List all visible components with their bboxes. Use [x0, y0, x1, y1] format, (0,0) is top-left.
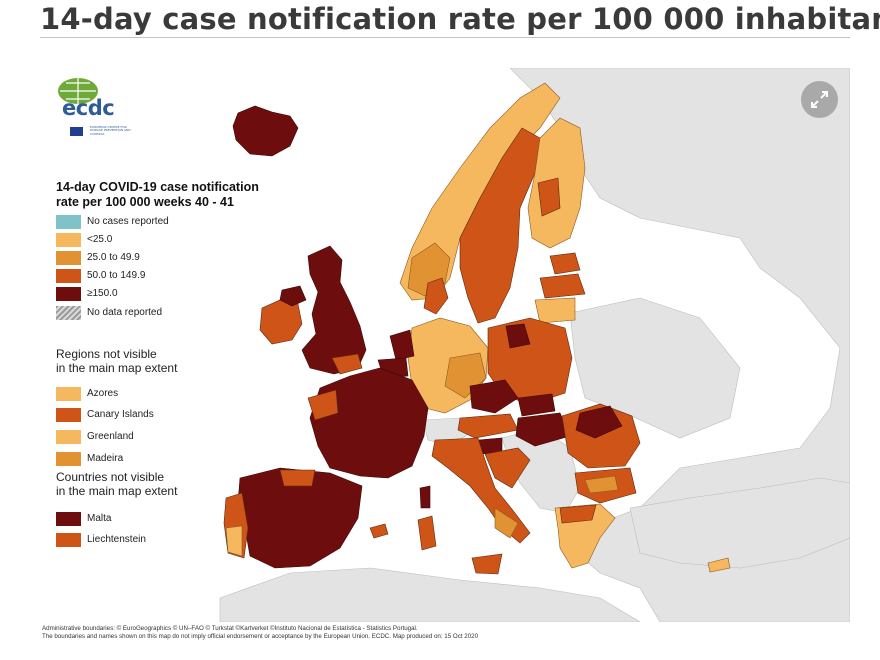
region-sicily	[471, 553, 503, 575]
country-northern-ireland	[279, 285, 307, 307]
legend-title: 14-day COVID-19 case notification rate p…	[56, 180, 276, 210]
regions-title-line2: in the main map extent	[56, 361, 178, 375]
country-france	[309, 367, 429, 479]
logo-wordmark: ecdc	[62, 96, 115, 120]
land-turkey	[629, 477, 850, 569]
legend-label: <25.0	[87, 234, 113, 245]
country-denmark	[423, 277, 449, 315]
country-czechia	[469, 379, 519, 414]
france-west	[307, 389, 339, 421]
countries-title-line1: Countries not visible	[56, 470, 165, 484]
legend-title-line2: rate per 100 000 weeks 40 - 41	[56, 195, 234, 209]
land-north-africa	[219, 567, 641, 622]
map-credits: Administrative boundaries: © EuroGeograp…	[42, 625, 478, 641]
region-balearic	[369, 523, 389, 539]
country-estonia	[549, 252, 581, 275]
finland-south	[537, 177, 561, 217]
legend-swatch	[56, 533, 81, 547]
land-ukraine-belarus	[569, 297, 741, 439]
logo-subtitle: EUROPEAN CENTRE FOR DISEASE PREVENTION A…	[90, 125, 131, 136]
legend-swatch	[56, 233, 81, 247]
title-divider	[40, 37, 850, 38]
country-cyprus	[707, 557, 731, 573]
europe-choropleth-map[interactable]	[40, 68, 850, 622]
country-ireland	[259, 299, 303, 345]
legend-swatch	[56, 287, 81, 301]
bulgaria-region	[584, 475, 619, 494]
legend-swatch	[56, 512, 81, 526]
legend-swatch	[56, 387, 81, 401]
country-hungary	[515, 412, 571, 447]
legend-label: Liechtenstein	[87, 534, 146, 545]
spain-north	[279, 469, 316, 487]
land-non-eu	[509, 68, 850, 622]
ecdc-logo	[58, 78, 98, 104]
legend-label: Malta	[87, 513, 112, 524]
page-title: 14-day case notification rate per 100 00…	[40, 2, 880, 36]
country-croatia	[484, 447, 531, 489]
legend-label: 50.0 to 149.9	[87, 270, 146, 281]
expand-arrows-icon	[811, 91, 828, 108]
greece-north	[559, 504, 597, 524]
legend-label: Greenland	[87, 431, 134, 442]
regions-title-line1: Regions not visible	[56, 347, 157, 361]
romania-region	[575, 405, 623, 439]
eu-flag-icon	[70, 127, 83, 136]
map-panel[interactable]	[40, 68, 850, 622]
legend-label: Azores	[87, 388, 119, 399]
legend-label: Canary Islands	[87, 409, 154, 420]
italy-south	[494, 507, 519, 539]
country-sweden	[459, 127, 541, 324]
portugal-south	[225, 525, 243, 557]
country-slovakia	[517, 393, 556, 417]
country-austria	[457, 413, 519, 439]
legend-title-line1: 14-day COVID-19 case notification	[56, 180, 259, 194]
region-sardinia	[417, 515, 437, 551]
legend-label: No cases reported	[87, 216, 169, 227]
expand-map-button[interactable]	[801, 81, 838, 118]
country-iceland	[232, 105, 299, 157]
credits-line2: The boundaries and names shown on this m…	[42, 633, 479, 640]
legend-swatch	[56, 430, 81, 444]
legend-label: ≥150.0	[87, 288, 118, 299]
regions-section-title: Regions not visible in the main map exte…	[56, 347, 256, 375]
credits-line1: Administrative boundaries: © EuroGeograp…	[42, 625, 418, 632]
legend-swatch	[56, 269, 81, 283]
country-latvia	[539, 273, 586, 299]
country-netherlands	[389, 329, 415, 361]
legend-swatch	[56, 251, 81, 265]
legend-label: 25.0 to 49.9	[87, 252, 140, 263]
legend-swatch	[56, 452, 81, 466]
legend-swatch	[56, 215, 81, 229]
region-corsica	[419, 485, 431, 509]
legend-label: Madeira	[87, 453, 124, 464]
countries-title-line2: in the main map extent	[56, 484, 178, 498]
country-lithuania	[534, 297, 576, 324]
uk-southeast	[331, 353, 363, 375]
poland-region	[505, 323, 531, 349]
countries-section-title: Countries not visible in the main map ex…	[56, 470, 256, 498]
legend-swatch	[56, 408, 81, 422]
legend-swatch-hatched	[56, 306, 81, 320]
legend-label: No data reported	[87, 307, 163, 318]
